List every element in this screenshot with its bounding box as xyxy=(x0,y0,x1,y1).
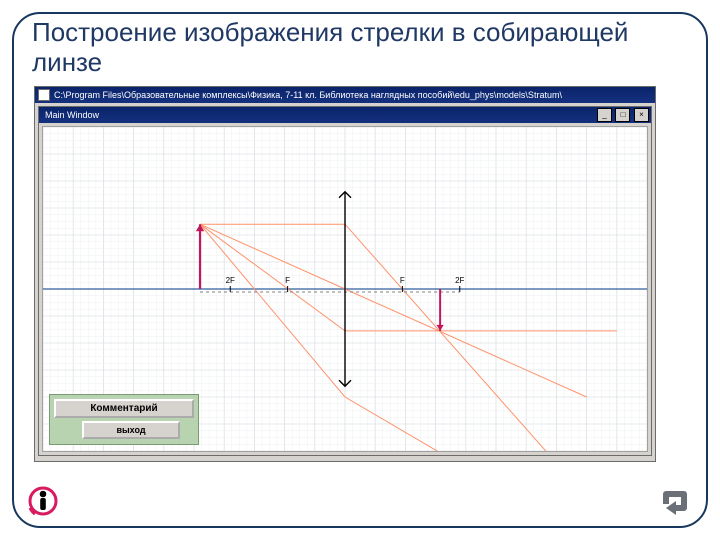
comment-button[interactable]: Комментарий xyxy=(54,399,194,418)
optics-canvas: 2F F F 2F Комментарий выход xyxy=(42,126,648,452)
tool-panel: Комментарий выход xyxy=(49,394,199,445)
info-icon xyxy=(26,484,60,518)
minimize-button[interactable]: _ xyxy=(597,108,612,122)
svg-text:2F: 2F xyxy=(455,276,464,285)
app-window: C:\Program Files\Образовательные комплек… xyxy=(34,86,656,462)
close-button[interactable]: × xyxy=(634,108,649,122)
slide-title: Построение изображения стрелки в собираю… xyxy=(32,18,688,78)
return-icon xyxy=(660,484,694,518)
outer-titlebar: C:\Program Files\Образовательные комплек… xyxy=(35,87,655,103)
inner-window-title: Main Window xyxy=(45,110,99,120)
maximize-button[interactable]: □ xyxy=(615,108,630,122)
inner-titlebar: Main Window _ □ × xyxy=(39,107,651,123)
outer-title-path: C:\Program Files\Образовательные комплек… xyxy=(54,90,562,100)
svg-text:F: F xyxy=(285,276,290,285)
svg-text:F: F xyxy=(400,276,405,285)
window-button-group: _ □ × xyxy=(596,108,649,122)
svg-text:2F: 2F xyxy=(226,276,235,285)
exit-button[interactable]: выход xyxy=(82,421,180,439)
inner-window: Main Window _ □ × 2F F F 2F Комментарий вых… xyxy=(38,106,652,456)
app-icon xyxy=(38,89,50,101)
